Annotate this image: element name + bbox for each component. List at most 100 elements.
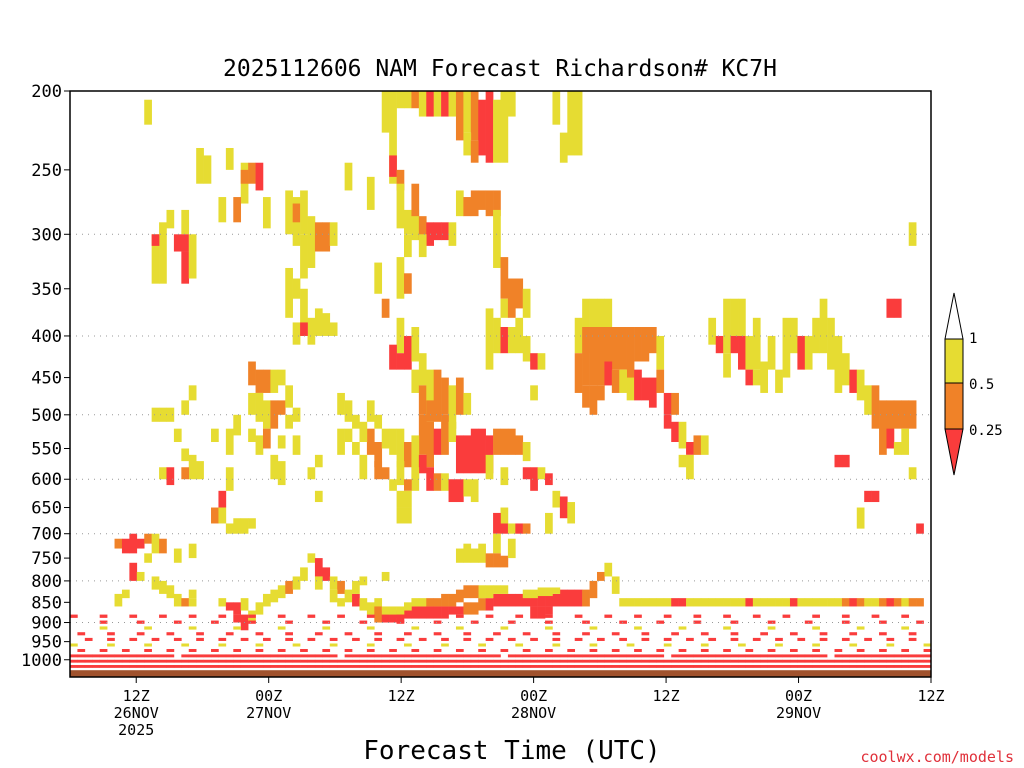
heatmap-cell — [218, 598, 227, 607]
heatmap-cell — [159, 222, 167, 284]
heatmap-cell — [738, 659, 746, 663]
heatmap-cell — [181, 448, 190, 462]
heatmap-cell — [433, 473, 442, 491]
heatmap-cell — [663, 643, 672, 647]
heatmap-cell — [604, 614, 613, 618]
heatmap-cell — [596, 298, 605, 354]
heatmap-cell — [634, 369, 642, 401]
heatmap-cell — [530, 665, 538, 668]
heatmap-cell — [507, 637, 516, 641]
heatmap-cell — [374, 659, 383, 663]
heatmap-cell — [745, 648, 754, 652]
heatmap-cell — [478, 659, 486, 663]
heatmap-cell — [404, 490, 412, 508]
heatmap-cell — [144, 99, 152, 125]
heatmap-cell — [270, 589, 279, 603]
heatmap-cell — [775, 598, 783, 607]
heatmap-cell — [292, 665, 301, 668]
heatmap-cell — [723, 626, 731, 630]
heatmap-cell — [99, 626, 108, 630]
heatmap-cell — [834, 648, 843, 652]
heatmap-cell — [255, 162, 264, 191]
heatmap-cell — [455, 548, 464, 563]
heatmap-cell — [493, 665, 501, 668]
heatmap-cell — [485, 598, 494, 611]
heatmap-cell — [686, 442, 694, 455]
heatmap-cell — [700, 648, 709, 652]
heatmap-cell — [411, 659, 420, 663]
heatmap-cell — [300, 654, 308, 658]
heatmap-cell — [582, 385, 590, 408]
heatmap-cell — [84, 637, 93, 641]
heatmap-cell — [671, 421, 679, 443]
heatmap-cell — [129, 659, 138, 663]
heatmap-cell — [173, 234, 182, 252]
heatmap-cell — [389, 648, 397, 652]
heatmap-cell — [589, 327, 598, 386]
heatmap-cell — [634, 327, 642, 362]
heatmap-cell — [426, 614, 434, 618]
heatmap-cell — [901, 654, 910, 658]
heatmap-cell — [804, 654, 813, 658]
heatmap-cell — [92, 665, 100, 668]
legend-arrow-bottom — [944, 428, 964, 476]
footer-link[interactable]: coolwx.com/models — [860, 748, 1014, 766]
heatmap-cell — [789, 665, 798, 668]
heatmap-cell — [344, 162, 353, 191]
heatmap-cell — [151, 654, 160, 658]
heatmap-cell — [136, 620, 145, 624]
heatmap-cell — [604, 562, 613, 577]
heatmap-cell — [151, 234, 160, 246]
heatmap-cell — [634, 665, 642, 668]
heatmap-cell — [366, 400, 375, 422]
heatmap-cell — [507, 91, 516, 117]
heatmap-cell — [730, 665, 739, 668]
heatmap-cell — [389, 344, 397, 370]
heatmap-cell — [337, 428, 345, 455]
legend-label: 1 — [969, 331, 977, 347]
heatmap-cell — [255, 632, 264, 636]
heatmap-cell — [738, 654, 746, 658]
heatmap-cell — [559, 654, 568, 658]
heatmap-cell — [322, 654, 331, 658]
heatmap-cell — [448, 479, 457, 503]
heatmap-cell — [871, 654, 880, 658]
heatmap-cell — [366, 626, 375, 630]
heatmap-cell — [70, 659, 78, 663]
heatmap-cell — [314, 576, 323, 590]
heatmap-cell — [879, 665, 887, 668]
heatmap-cell — [196, 461, 204, 480]
heatmap-cell — [812, 626, 820, 630]
heatmap-cell — [812, 598, 820, 607]
heatmap-cell — [107, 654, 115, 658]
heatmap-cell — [225, 632, 234, 636]
y-tick-label: 750 — [31, 549, 62, 569]
heatmap-cell — [559, 665, 568, 668]
heatmap-cell — [470, 428, 479, 474]
heatmap-cell — [738, 298, 746, 336]
heatmap-cell — [381, 654, 390, 658]
heatmap-cell — [381, 298, 390, 318]
heatmap-cell — [418, 216, 427, 241]
heatmap-cell — [433, 665, 442, 668]
heatmap-cell — [433, 606, 442, 619]
heatmap-cell — [433, 598, 442, 607]
heatmap-cell — [381, 467, 390, 480]
heatmap-cell — [545, 654, 553, 658]
heatmap-cell — [70, 643, 78, 647]
x-tick-label: 12Z — [123, 687, 150, 705]
heatmap-cell — [782, 614, 791, 618]
heatmap-cell — [404, 507, 412, 524]
heatmap-cell — [582, 654, 590, 658]
heatmap-cell — [552, 659, 561, 663]
heatmap-cell — [507, 665, 516, 668]
heatmap-cell — [530, 385, 538, 401]
heatmap-cell — [804, 335, 813, 370]
heatmap-cell — [277, 461, 286, 486]
heatmap-cell — [611, 576, 620, 594]
heatmap-cell — [522, 659, 531, 663]
heatmap-cell — [500, 593, 509, 607]
heatmap-cell — [789, 632, 798, 636]
heatmap-cell — [463, 665, 472, 668]
heatmap-cell — [381, 665, 390, 668]
